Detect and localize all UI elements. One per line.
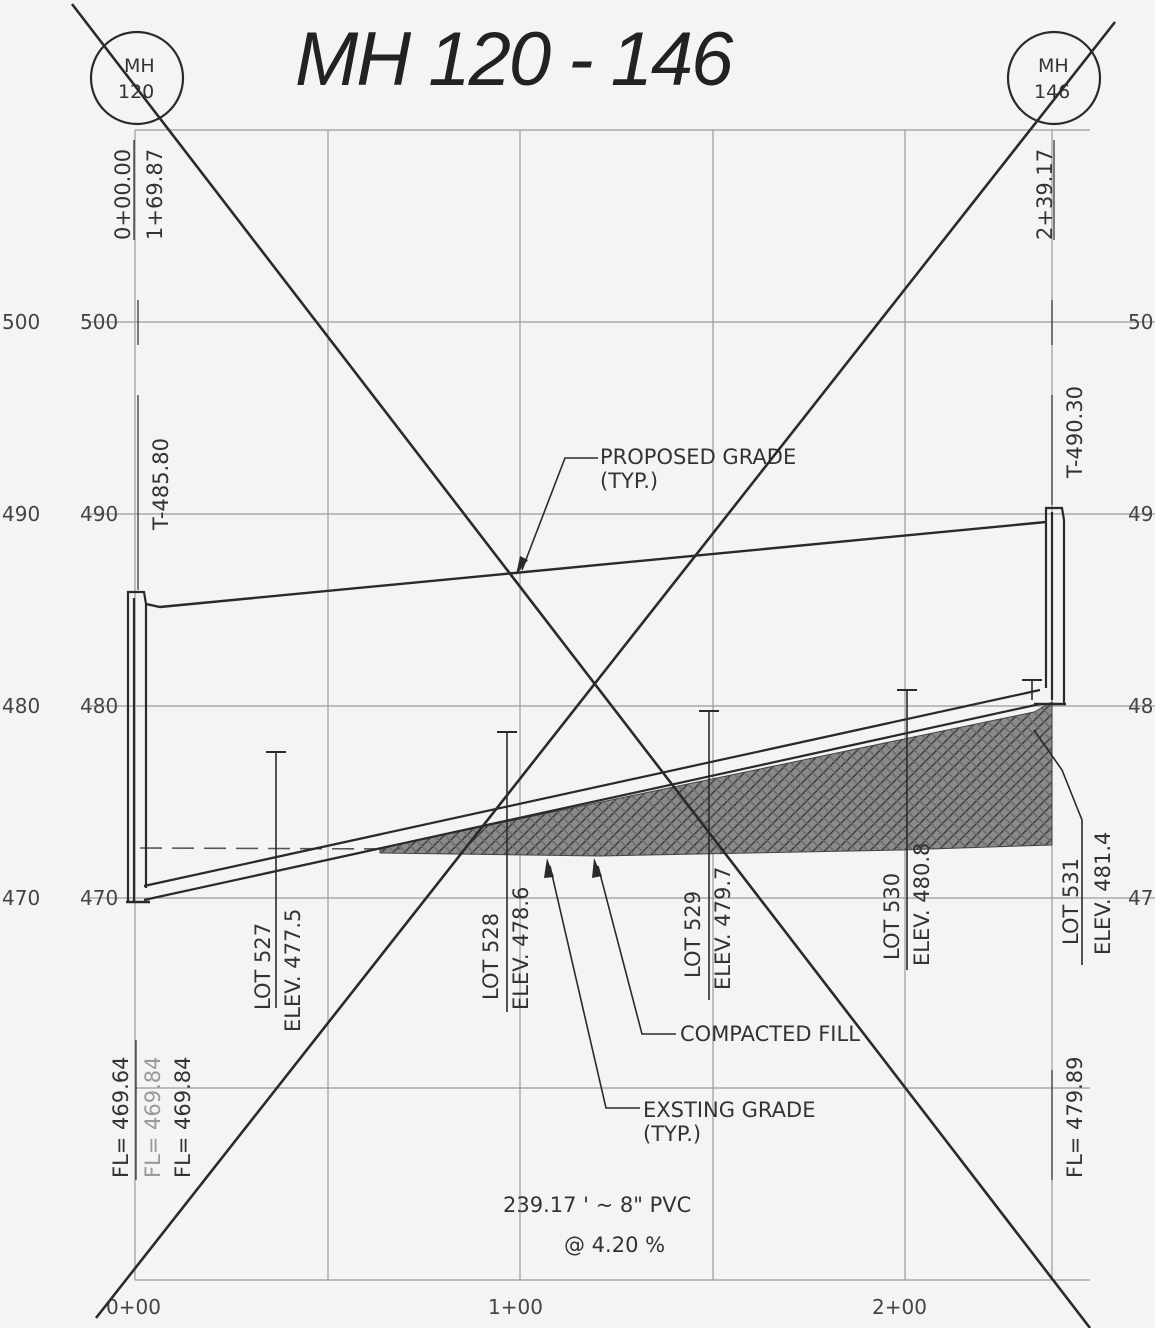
- station-100: 1+00: [488, 1295, 543, 1319]
- elev-right-49: 49: [1128, 502, 1153, 526]
- station-200: 2+00: [872, 1295, 927, 1319]
- station-label-end: 2+39.17: [1033, 149, 1057, 240]
- existing-grade-typ: (TYP.): [643, 1122, 701, 1146]
- pipe-slope-label: @ 4.20 %: [564, 1233, 665, 1257]
- compacted-fill-label: COMPACTED FILL: [680, 1022, 860, 1046]
- elev-outer-500: 500: [2, 310, 40, 334]
- pipe-profile: [143, 688, 1041, 902]
- top-elev-left: T-485.80: [149, 438, 173, 531]
- elev-inner-480: 480: [80, 694, 118, 718]
- elev-right-50: 50: [1128, 310, 1153, 334]
- elev-right-48: 48: [1128, 694, 1153, 718]
- lot-529-elev: ELEV. 479.7: [711, 867, 735, 990]
- existing-grade-label: EXSTING GRADE: [643, 1098, 815, 1122]
- elev-outer-480: 480: [2, 694, 40, 718]
- lot-528-elev: ELEV. 478.6: [509, 887, 533, 1010]
- proposed-grade-callout: PROPOSED GRADE (TYP.): [516, 445, 796, 575]
- compacted-fill-area: [379, 701, 1053, 857]
- flowline-left-2: FL= 469.84: [141, 1056, 165, 1178]
- void-cross-out: [70, 3, 1117, 1328]
- lot-labels: LOT 527 ELEV. 477.5 LOT 528 ELEV. 478.6 …: [251, 832, 1115, 1032]
- station-label-deflection: 1+69.87: [143, 149, 167, 240]
- station-label-start: 0+00.00: [111, 149, 135, 240]
- flowline-right: FL= 479.89: [1063, 1056, 1087, 1178]
- proposed-grade-line: [145, 520, 1047, 609]
- pipe-spec-label: 239.17 ' ~ 8" PVC: [503, 1193, 691, 1217]
- lot-markers: [266, 679, 1083, 1012]
- lot-528-label: LOT 528: [479, 913, 503, 1000]
- lot-531-label: LOT 531: [1059, 858, 1083, 945]
- elev-inner-470: 470: [80, 886, 118, 910]
- lot-530-label: LOT 530: [880, 873, 904, 960]
- top-elev-right: T-490.30: [1063, 386, 1087, 479]
- station-axis-bottom: 0+00 1+00 2+00: [106, 1295, 927, 1319]
- existing-grade-callout: EXSTING GRADE (TYP.): [544, 858, 815, 1146]
- manhole-120-label-bottom: 120: [118, 81, 154, 103]
- manhole-146-structure: [1034, 506, 1066, 706]
- elev-right-47: 47: [1128, 886, 1153, 910]
- lot-531-elev: ELEV. 481.4: [1091, 832, 1115, 955]
- elev-inner-490: 490: [80, 502, 118, 526]
- manhole-120-label-top: MH: [124, 55, 155, 77]
- elev-outer-490: 490: [2, 502, 40, 526]
- manhole-146-label-top: MH: [1038, 55, 1069, 77]
- elevation-axis-inner: 500 490 480 470: [80, 310, 118, 910]
- manhole-146-callout: MH 146: [1006, 30, 1102, 126]
- lot-529-label: LOT 529: [681, 891, 705, 978]
- existing-grade-line: [139, 847, 401, 850]
- drawing-title: MH 120 - 146: [295, 17, 734, 102]
- manhole-146-label-bottom: 146: [1034, 81, 1070, 103]
- elevation-axis-outer: 500 490 480 470: [2, 310, 40, 910]
- station-0: 0+00: [106, 1295, 161, 1319]
- proposed-grade-label: PROPOSED GRADE: [600, 445, 796, 469]
- flowline-left-3: FL= 469.84: [171, 1056, 195, 1178]
- flowline-left-1: FL= 469.64: [109, 1056, 133, 1178]
- elev-inner-500: 500: [80, 310, 118, 334]
- manhole-120-structure: [126, 590, 150, 904]
- lot-527-label: LOT 527: [251, 923, 275, 1010]
- elev-outer-470: 470: [2, 886, 40, 910]
- proposed-grade-typ: (TYP.): [600, 469, 658, 493]
- lot-527-elev: ELEV. 477.5: [281, 909, 305, 1032]
- flowline-labels: FL= 469.64 FL= 469.84 FL= 469.84 FL= 479…: [109, 1040, 1087, 1180]
- elevation-axis-right: 50 49 48 47: [1128, 310, 1153, 910]
- lot-530-elev: ELEV. 480.8: [910, 843, 934, 966]
- compacted-fill-callout: COMPACTED FILL: [592, 858, 860, 1046]
